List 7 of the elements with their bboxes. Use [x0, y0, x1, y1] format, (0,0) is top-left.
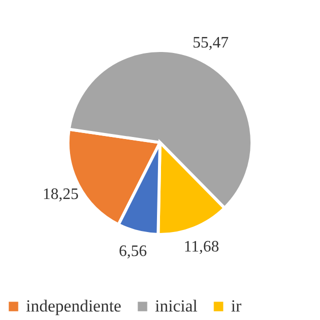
- data-label: 11,68: [184, 238, 220, 256]
- legend-label: independiente: [26, 296, 122, 316]
- legend-label: ir: [231, 296, 242, 316]
- legend-label: inicial: [155, 296, 198, 316]
- data-label: 18,25: [42, 186, 79, 204]
- data-label: 55,47: [192, 34, 229, 52]
- data-label: 6,56: [118, 243, 147, 260]
